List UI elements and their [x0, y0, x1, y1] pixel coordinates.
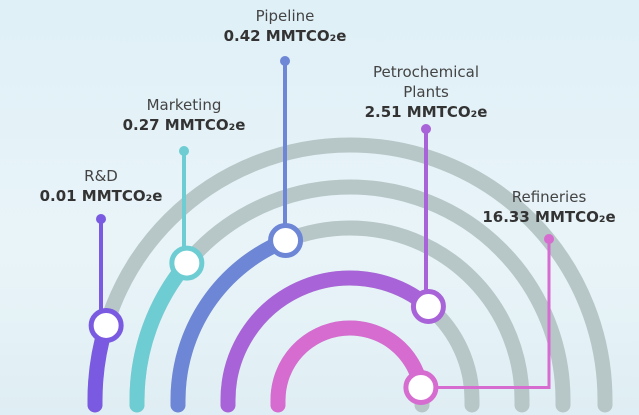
- label: R&D 0.01 MMTCO₂e: [31, 166, 171, 206]
- label: Petrochemical Plants 2.51 MMTCO₂e: [361, 62, 491, 122]
- item-value: 16.33 MMTCO₂e: [482, 208, 616, 226]
- label: Marketing 0.27 MMTCO₂e: [109, 95, 259, 135]
- marker: [403, 369, 439, 405]
- leader-dot: [96, 214, 106, 224]
- marker: [169, 245, 205, 281]
- item-value: 0.27 MMTCO₂e: [122, 116, 246, 134]
- marker: [410, 289, 446, 325]
- leader-line: [420, 239, 551, 389]
- item-value: 0.01 MMTCO₂e: [39, 187, 163, 205]
- item-name: Marketing: [146, 96, 222, 114]
- leader-dot: [280, 56, 290, 66]
- segment-arc: [270, 320, 429, 413]
- marker: [88, 307, 124, 343]
- label: Pipeline 0.42 MMTCO₂e: [210, 6, 360, 46]
- segment-arc: [170, 233, 294, 413]
- leader-dot: [421, 124, 431, 134]
- item-name: Pipeline: [255, 7, 315, 25]
- item-name: Petrochemical Plants: [372, 63, 479, 101]
- label: Refineries 16.33 MMTCO₂e: [469, 187, 629, 227]
- leader-dot: [544, 234, 554, 244]
- item-name: R&D: [84, 167, 118, 185]
- item-value: 2.51 MMTCO₂e: [364, 103, 488, 121]
- segment-arc: [129, 255, 195, 413]
- item-name: Refineries: [511, 188, 587, 206]
- segment-arc: [220, 270, 436, 413]
- item-value: 0.42 MMTCO₂e: [223, 27, 347, 45]
- leader-dot: [179, 146, 189, 156]
- marker: [268, 223, 304, 259]
- track-arc: [87, 137, 613, 413]
